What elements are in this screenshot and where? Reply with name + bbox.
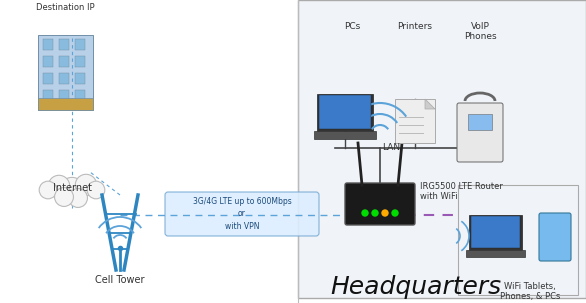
FancyBboxPatch shape (165, 192, 319, 236)
Bar (298, 0, 586, 298)
Bar (75, 56, 85, 67)
Circle shape (392, 210, 398, 216)
Text: VoIP
Phones: VoIP Phones (464, 22, 496, 42)
FancyBboxPatch shape (457, 103, 503, 162)
Bar (75, 90, 85, 101)
Bar (59, 73, 69, 84)
Bar (59, 39, 69, 50)
FancyBboxPatch shape (539, 213, 571, 261)
Bar (59, 90, 69, 101)
Polygon shape (425, 99, 435, 109)
Bar (319, 95, 371, 129)
Circle shape (382, 210, 388, 216)
Bar (468, 114, 492, 130)
Text: 3G/4G LTE up to 600Mbps
or
with VPN: 3G/4G LTE up to 600Mbps or with VPN (193, 197, 291, 231)
Bar (314, 131, 376, 139)
Text: WiFi Tablets,
Phones, & PCs: WiFi Tablets, Phones, & PCs (500, 282, 560, 301)
Circle shape (59, 177, 84, 203)
Bar (458, 185, 578, 295)
Text: LAN: LAN (382, 143, 400, 152)
Bar (43, 73, 53, 84)
Circle shape (54, 188, 73, 206)
Bar (38, 98, 93, 110)
Text: Internet: Internet (53, 183, 91, 193)
Bar (395, 99, 435, 143)
Bar (75, 73, 85, 84)
Text: Headquarters: Headquarters (330, 275, 501, 299)
Bar (466, 250, 525, 257)
Circle shape (362, 210, 368, 216)
Bar (59, 56, 69, 67)
Bar (43, 56, 53, 67)
Circle shape (87, 181, 105, 199)
Text: Cell Tower: Cell Tower (96, 275, 145, 285)
Circle shape (372, 210, 378, 216)
Circle shape (75, 174, 97, 196)
Bar (43, 39, 53, 50)
Text: Printers: Printers (397, 22, 432, 31)
Bar (471, 216, 520, 248)
Bar (317, 94, 373, 131)
Bar (38, 35, 93, 110)
Bar (469, 215, 522, 250)
Text: Destination IP: Destination IP (36, 3, 94, 12)
FancyBboxPatch shape (345, 183, 415, 225)
Bar (43, 90, 53, 101)
Bar (75, 39, 85, 50)
Circle shape (39, 181, 57, 199)
Text: IRG5500 LTE Router
with WiFi: IRG5500 LTE Router with WiFi (420, 182, 503, 201)
Text: PCs: PCs (344, 22, 360, 31)
Circle shape (69, 188, 87, 208)
Circle shape (48, 175, 70, 197)
